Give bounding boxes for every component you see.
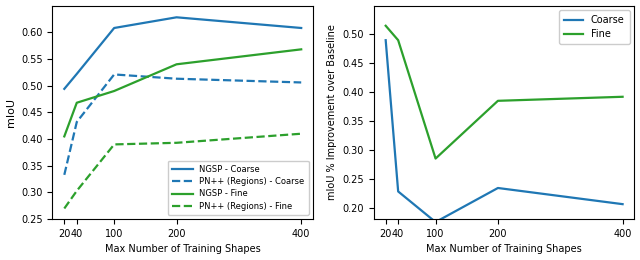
PN++ (Regions) - Fine [73,189,81,192]
NGSP - Coarse [110,27,118,30]
Line: Fine: Fine [386,26,623,159]
Line: NGSP - Coarse: NGSP - Coarse [64,17,301,89]
Line: Coarse: Coarse [386,40,623,222]
NGSP - Fine [173,63,180,66]
PN++ (Regions) - Coarse [60,173,68,176]
X-axis label: Max Number of Training Shapes: Max Number of Training Shapes [426,244,582,255]
PN++ (Regions) - Coarse [298,81,305,84]
Coarse [432,220,440,224]
Coarse [394,190,402,193]
Coarse [494,186,502,190]
Coarse [382,39,390,42]
NGSP - Fine [110,89,118,93]
Fine [432,157,440,160]
Fine [394,39,402,42]
Line: PN++ (Regions) - Fine: PN++ (Regions) - Fine [64,134,301,209]
NGSP - Coarse [298,27,305,30]
PN++ (Regions) - Coarse [73,120,81,124]
Legend: Coarse, Fine: Coarse, Fine [559,10,630,44]
Line: NGSP - Fine: NGSP - Fine [64,49,301,136]
Fine [382,24,390,27]
Coarse [619,203,627,206]
Fine [619,95,627,98]
X-axis label: Max Number of Training Shapes: Max Number of Training Shapes [105,244,260,255]
NGSP - Fine [73,101,81,104]
NGSP - Fine [60,135,68,138]
Line: PN++ (Regions) - Coarse: PN++ (Regions) - Coarse [64,74,301,175]
NGSP - Coarse [60,87,68,90]
NGSP - Fine [298,48,305,51]
PN++ (Regions) - Fine [298,132,305,135]
Y-axis label: mIoU % Improvement over Baseline: mIoU % Improvement over Baseline [327,24,337,200]
NGSP - Coarse [73,72,81,75]
PN++ (Regions) - Fine [60,207,68,210]
PN++ (Regions) - Fine [173,141,180,144]
Y-axis label: mIoU: mIoU [6,98,15,127]
PN++ (Regions) - Fine [110,143,118,146]
Legend: NGSP - Coarse, PN++ (Regions) - Coarse, NGSP - Fine, PN++ (Regions) - Fine: NGSP - Coarse, PN++ (Regions) - Coarse, … [168,161,309,215]
Fine [494,99,502,102]
NGSP - Coarse [173,16,180,19]
PN++ (Regions) - Coarse [173,77,180,80]
PN++ (Regions) - Coarse [110,73,118,76]
